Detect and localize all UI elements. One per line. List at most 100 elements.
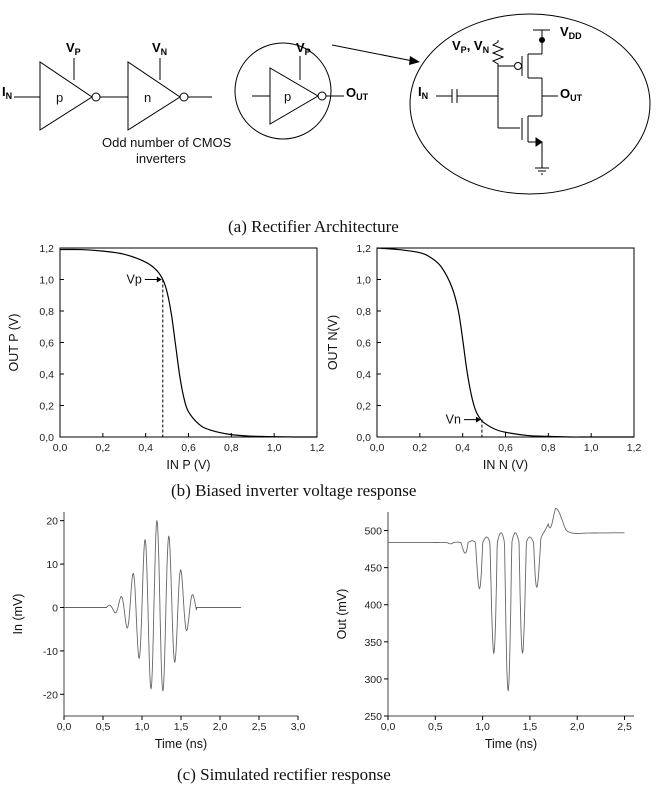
y-tick-label: -20 — [43, 689, 58, 701]
vn-label: VN — [152, 40, 167, 57]
architecture-diagram: IN p VP n VN Odd number of CMOS inverter… — [2, 13, 651, 195]
y-tick-label: 0,2 — [356, 401, 371, 413]
y-tick-label: 20 — [46, 516, 58, 528]
y-tick-label: 0,0 — [356, 432, 371, 444]
x-tick-label: 2,5 — [617, 721, 632, 733]
cmos-note-line1: Odd number of CMOS — [102, 135, 232, 150]
x-tick-label: 2,0 — [213, 721, 228, 733]
y-axis-label: OUT P (V) — [7, 314, 21, 372]
y-tick-label: 0,2 — [39, 401, 54, 413]
plot-frame — [376, 247, 635, 438]
threshold-annotation: Vp — [127, 273, 142, 287]
x-tick-label: 2,5 — [252, 721, 267, 733]
y-tick-label: 450 — [364, 563, 382, 575]
x-tick-label: 1,0 — [475, 721, 490, 733]
x-tick-label: 0,6 — [498, 442, 513, 454]
chart-input-signal: 0,0 0,5 1,0 1,5 2,0 2,5 3,0 -20 -10 0 10 20 Time (ns… — [11, 512, 305, 751]
zoom-vp-label: VP — [296, 40, 311, 57]
signal-trace — [64, 520, 242, 692]
schematic-ellipse — [409, 13, 651, 195]
y-tick-label: 0,8 — [356, 306, 371, 318]
schematic-out-label: OUT — [560, 86, 583, 103]
y-tick-label: 0 — [52, 602, 58, 614]
vp-label: VP — [66, 40, 81, 57]
input-label: IN — [2, 84, 12, 101]
zoom-inverter-symbol — [269, 67, 319, 125]
cmos-schematic — [436, 29, 558, 175]
y-tick-label: 0,0 — [39, 432, 54, 444]
y-tick-label: 1,0 — [356, 275, 371, 287]
caption-b: (b) Biased inverter voltage response — [171, 481, 416, 500]
chart-output-signal: 0,0 0,5 1,0 1,5 2,0 2,5 250 300 350 400 450 500 Time… — [335, 508, 634, 751]
x-tick-label: 1,0 — [267, 442, 282, 454]
annotation-arrowhead — [475, 416, 481, 423]
y-axis-label: In (mV) — [11, 594, 25, 635]
y-tick-label: 10 — [46, 559, 58, 571]
caption-c: (c) Simulated rectifier response — [177, 765, 391, 784]
inverter-n-symbol — [127, 61, 181, 131]
x-axis-label: IN P (V) — [166, 458, 210, 472]
y-tick-label: 250 — [364, 711, 382, 723]
y-tick-label: 1,0 — [39, 275, 54, 287]
zoom-inverter-label: p — [284, 89, 291, 104]
x-axis-label: IN N (V) — [483, 458, 528, 472]
y-tick-label: 0,4 — [39, 369, 54, 381]
inverter-p-symbol — [39, 61, 93, 131]
y-tick-label: 350 — [364, 637, 382, 649]
x-tick-label: 0,5 — [428, 721, 443, 733]
x-axis-label: Time (ns) — [155, 737, 207, 751]
y-axis-label: Out (mV) — [335, 589, 349, 640]
caption-a: (a) Rectifier Architecture — [228, 217, 399, 236]
cmos-note-line2: inverters — [136, 151, 186, 166]
x-tick-label: 0,0 — [57, 721, 72, 733]
x-tick-label: 1,0 — [135, 721, 150, 733]
y-tick-label: 500 — [364, 526, 382, 538]
zoom-out-label: OUT — [346, 85, 369, 102]
transfer-curve — [376, 247, 634, 438]
x-tick-label: 0,2 — [96, 442, 111, 454]
y-tick-label: 300 — [364, 674, 382, 686]
chart-out-p: 0,0 0,2 0,4 0,6 0,8 1,0 1,2 0,0 0,2 0,4 0,6 0,8 1,0 1… — [7, 243, 324, 472]
inverter-p-label: p — [56, 90, 63, 105]
y-tick-label: 0,8 — [39, 306, 54, 318]
x-tick-label: 0,4 — [138, 442, 153, 454]
signal-trace — [388, 508, 625, 692]
transfer-curve — [59, 248, 318, 438]
x-tick-label: 0,2 — [413, 442, 428, 454]
bias-vpvn-label: VP, VN — [452, 38, 489, 55]
x-tick-label: 1,5 — [523, 721, 538, 733]
x-tick-label: 0,5 — [96, 721, 111, 733]
y-tick-label: 0,4 — [356, 369, 371, 381]
y-tick-label: 400 — [364, 600, 382, 612]
x-tick-label: 0,8 — [541, 442, 556, 454]
x-tick-label: 1,2 — [627, 442, 642, 454]
x-tick-label: 0,0 — [370, 442, 385, 454]
plot-frame — [59, 247, 318, 438]
x-tick-label: 0,6 — [181, 442, 196, 454]
y-tick-label: -10 — [43, 646, 58, 658]
y-tick-label: 1,2 — [356, 243, 371, 255]
schematic-in-label: IN — [418, 84, 428, 101]
x-tick-label: 1,0 — [584, 442, 599, 454]
chart-out-n: 0,0 0,2 0,4 0,6 0,8 1,0 1,2 0,0 0,2 0,4 0,6 0,8 1,0 1… — [326, 243, 641, 472]
x-tick-label: 0,8 — [224, 442, 239, 454]
inverter-n-label: n — [144, 90, 151, 105]
zoom-arrow — [331, 44, 419, 63]
x-tick-label: 1,2 — [310, 442, 325, 454]
vdd-label: VDD — [560, 24, 582, 41]
y-tick-label: 0,6 — [356, 338, 371, 350]
y-axis-label: OUT N(V) — [326, 315, 340, 370]
x-tick-label: 0,0 — [53, 442, 68, 454]
x-tick-label: 0,4 — [455, 442, 470, 454]
y-tick-label: 0,6 — [39, 338, 54, 350]
x-tick-label: 0,0 — [381, 721, 396, 733]
threshold-annotation: Vn — [446, 413, 461, 427]
x-axis-label: Time (ns) — [485, 737, 537, 751]
inverter-n-bubble — [179, 92, 189, 102]
annotation-arrowhead — [156, 276, 162, 283]
x-tick-label: 3,0 — [291, 721, 306, 733]
y-tick-label: 1,2 — [39, 243, 54, 255]
inverter-p-bubble — [91, 92, 101, 102]
x-tick-label: 1,5 — [174, 721, 189, 733]
x-tick-label: 2,0 — [570, 721, 585, 733]
